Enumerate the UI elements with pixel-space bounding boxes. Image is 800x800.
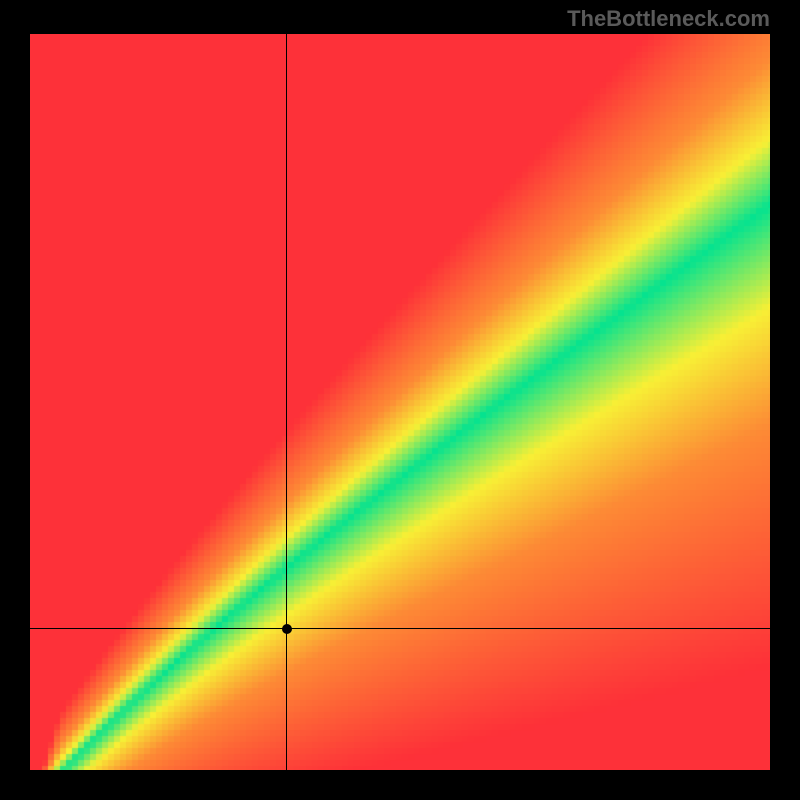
crosshair-vertical bbox=[286, 34, 287, 770]
crosshair-horizontal bbox=[30, 628, 770, 629]
crosshair-point bbox=[282, 624, 292, 634]
watermark: TheBottleneck.com bbox=[567, 6, 770, 32]
bottleneck-heatmap bbox=[30, 34, 770, 770]
